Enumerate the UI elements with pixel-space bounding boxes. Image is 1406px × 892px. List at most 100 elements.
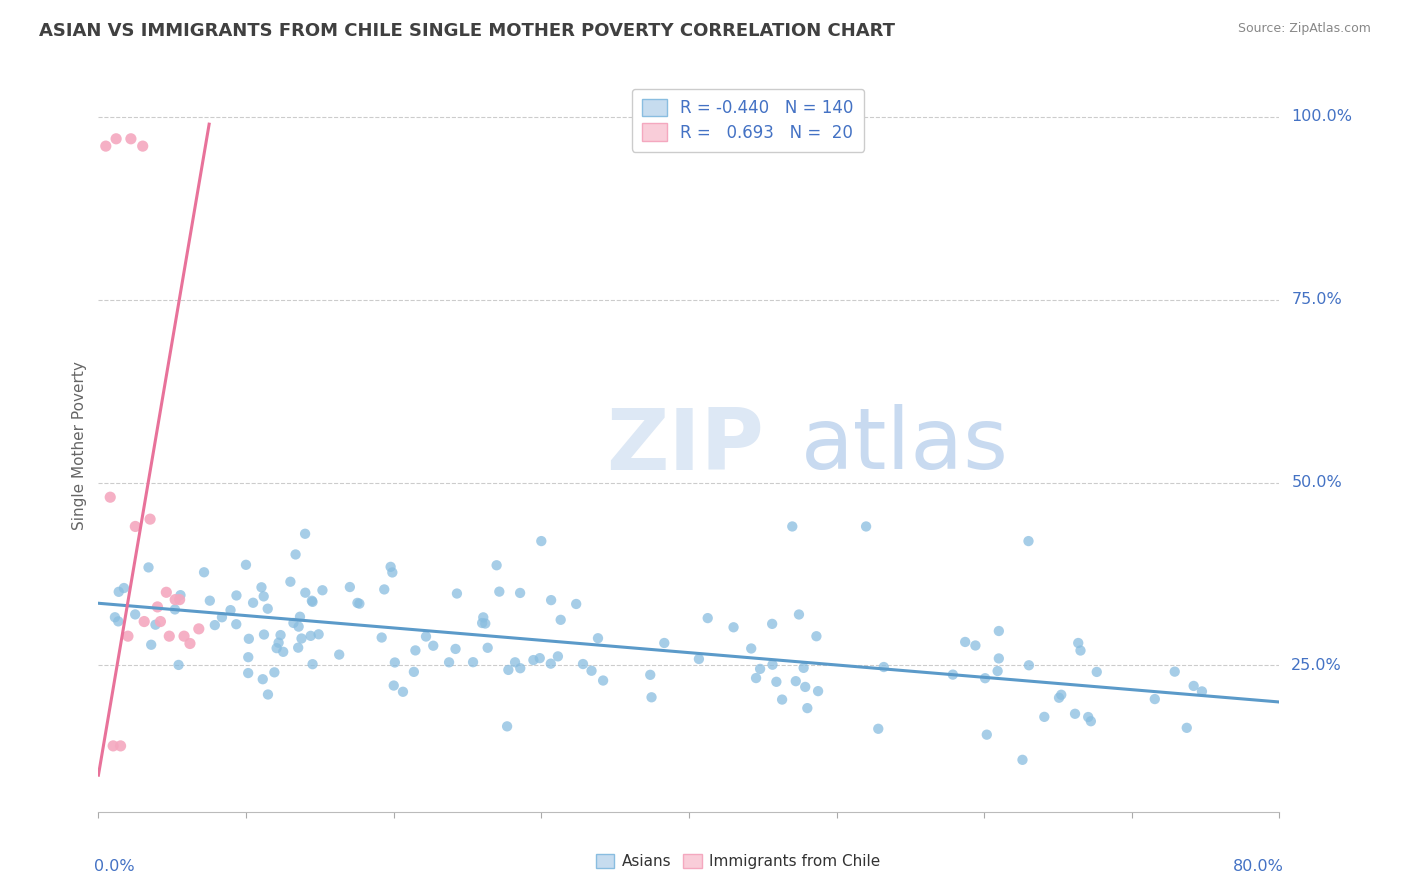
Point: [287, 640, 309, 655]
Point: [204, 618, 226, 632]
Point: [1085, 665, 1108, 679]
Text: ASIAN VS IMMIGRANTS FROM CHILE SINGLE MOTHER POVERTY CORRELATION CHART: ASIAN VS IMMIGRANTS FROM CHILE SINGLE MO…: [39, 22, 896, 40]
Point: [219, 603, 242, 617]
Point: [794, 680, 817, 694]
Point: [868, 722, 890, 736]
Point: [953, 635, 976, 649]
Point: [422, 639, 444, 653]
Point: [550, 613, 572, 627]
Point: [169, 588, 191, 602]
Point: [225, 617, 247, 632]
Point: [124, 607, 146, 622]
Point: [509, 586, 531, 600]
Point: [167, 657, 190, 672]
Point: [104, 610, 127, 624]
Point: [782, 519, 804, 533]
Point: [301, 595, 323, 609]
Point: [290, 632, 312, 646]
Point: [855, 519, 877, 533]
Point: [370, 631, 392, 645]
Point: [987, 651, 1010, 665]
Point: [139, 512, 162, 526]
Point: [134, 615, 156, 629]
Text: atlas: atlas: [801, 404, 1010, 488]
Point: [124, 519, 146, 533]
Point: [496, 719, 519, 733]
Text: 80.0%: 80.0%: [1233, 859, 1284, 874]
Point: [141, 638, 163, 652]
Point: [976, 728, 998, 742]
Point: [723, 620, 745, 634]
Point: [235, 558, 257, 572]
Point: [974, 671, 997, 685]
Point: [294, 526, 316, 541]
Point: [1080, 714, 1102, 729]
Point: [253, 627, 276, 641]
Point: [547, 649, 569, 664]
Point: [256, 601, 278, 615]
Point: [540, 657, 562, 671]
Point: [294, 585, 316, 599]
Point: [112, 581, 135, 595]
Point: [110, 739, 132, 753]
Point: [238, 666, 260, 681]
Point: [638, 668, 661, 682]
Point: [509, 661, 531, 675]
Point: [257, 688, 280, 702]
Point: [471, 615, 494, 630]
Legend: Asians, Immigrants from Chile: Asians, Immigrants from Chile: [589, 848, 887, 875]
Legend: R = -0.440   N = 140, R =   0.693   N =  20: R = -0.440 N = 140, R = 0.693 N = 20: [633, 88, 863, 152]
Point: [287, 620, 309, 634]
Point: [250, 580, 273, 594]
Point: [169, 592, 191, 607]
Point: [107, 615, 129, 629]
Point: [193, 566, 215, 580]
Point: [530, 534, 553, 549]
Point: [165, 592, 187, 607]
Point: [349, 597, 371, 611]
Point: [132, 139, 155, 153]
Point: [179, 636, 201, 650]
Point: [328, 648, 350, 662]
Point: [477, 640, 499, 655]
Point: [138, 560, 160, 574]
Point: [198, 593, 221, 607]
Text: 0.0%: 0.0%: [94, 859, 135, 874]
Point: [211, 610, 233, 624]
Point: [157, 629, 180, 643]
Point: [253, 590, 276, 604]
Point: [283, 615, 305, 630]
Point: [263, 665, 285, 680]
Point: [288, 609, 311, 624]
Point: [987, 664, 1010, 678]
Point: [280, 574, 302, 589]
Point: [740, 641, 762, 656]
Point: [270, 628, 292, 642]
Point: [1047, 690, 1070, 705]
Point: [1191, 684, 1213, 698]
Point: [942, 667, 965, 681]
Point: [1011, 753, 1033, 767]
Point: [785, 674, 807, 689]
Point: [540, 593, 562, 607]
Point: [572, 657, 595, 671]
Point: [749, 662, 772, 676]
Point: [145, 617, 167, 632]
Point: [796, 701, 818, 715]
Point: [640, 690, 662, 705]
Text: 25.0%: 25.0%: [1291, 658, 1341, 673]
Point: [252, 672, 274, 686]
Point: [242, 596, 264, 610]
Point: [187, 622, 209, 636]
Point: [503, 655, 526, 669]
Point: [761, 616, 783, 631]
Point: [301, 593, 323, 607]
Point: [565, 597, 588, 611]
Point: [149, 615, 172, 629]
Point: [793, 661, 815, 675]
Point: [472, 610, 495, 624]
Point: [1067, 636, 1090, 650]
Point: [485, 558, 508, 573]
Point: [1077, 710, 1099, 724]
Point: [301, 657, 323, 672]
